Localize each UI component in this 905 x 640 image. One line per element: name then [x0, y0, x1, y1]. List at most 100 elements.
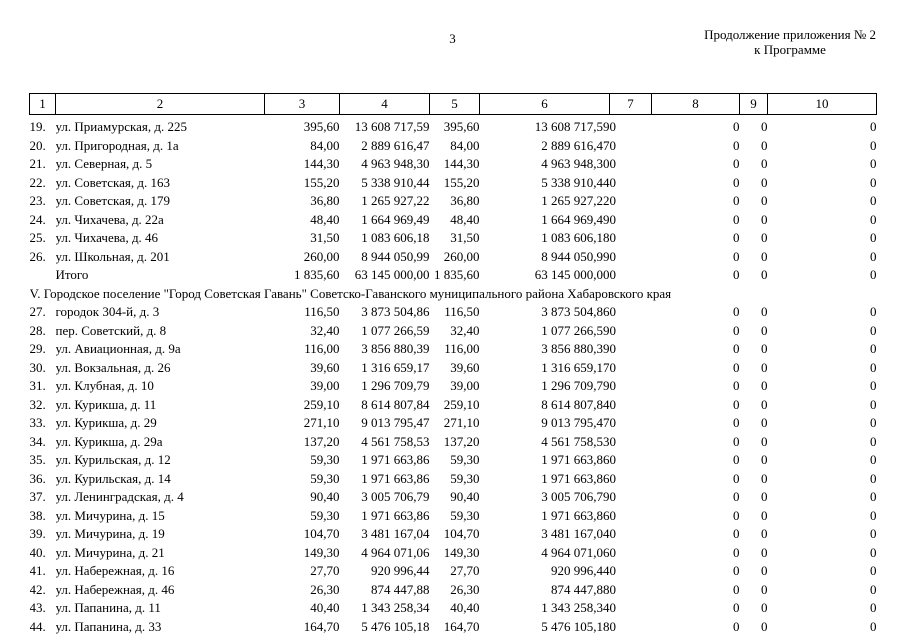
value-cell: 0 — [761, 396, 768, 412]
value-cell: 8 614 807,84 — [361, 396, 430, 412]
row-number-cell: 31. — [29, 378, 46, 393]
value-cell: 155,20 — [443, 174, 480, 190]
value-cell: 5 476 105,18 — [361, 618, 430, 634]
value-cell: 0 — [609, 489, 617, 504]
value-cell: 0 — [870, 563, 877, 578]
value-cell: 0 — [761, 359, 768, 375]
value-cell: 0 — [870, 470, 877, 486]
column-header-3: 3 — [264, 93, 340, 115]
value-cell: 0 — [609, 452, 617, 467]
value-cell: 0 — [609, 526, 617, 541]
table-header-row: 1 2 3 4 5 6 7 8 9 10 — [29, 93, 877, 115]
value-cell: 0 — [761, 304, 768, 319]
address-cell: Итого — [55, 267, 89, 282]
row-number-cell: 20. — [29, 137, 46, 153]
value-cell: 0 — [733, 563, 740, 578]
value-cell: 0 — [870, 507, 877, 523]
value-cell: 8 944 050,99 — [361, 248, 430, 264]
table-row: 34. ул. Курикша, д. 29а 137,20 4 561 758,53… — [30, 433, 877, 452]
value-cell: 1 083 606,18 — [541, 230, 610, 245]
address-cell: ул. Мичурина, д. 15 — [55, 507, 165, 523]
column-header-10: 10 — [767, 93, 877, 115]
value-cell: 1 296 709,79 — [361, 378, 430, 393]
value-cell: 0 — [609, 211, 617, 227]
row-number-cell: 24. — [29, 211, 46, 227]
value-cell: 0 — [761, 248, 768, 264]
value-cell: 63 145 000,00 — [354, 267, 430, 282]
value-cell: 137,20 — [303, 433, 340, 449]
row-number-cell: 21. — [29, 156, 46, 171]
table-row: 44. ул. Папанина, д. 33 164,70 5 476 105,18… — [30, 618, 877, 637]
value-cell: 4 964 071,06 — [541, 544, 610, 560]
value-cell: 149,30 — [303, 544, 340, 560]
value-cell: 5 338 910,44 — [361, 174, 430, 190]
value-cell: 0 — [733, 378, 740, 393]
value-cell: 260,00 — [303, 248, 340, 264]
column-header-5: 5 — [429, 93, 480, 115]
table-row: 27. городок 304-й, д. 3 116,50 3 873 504,86… — [30, 303, 877, 322]
value-cell: 920 996,44 — [551, 563, 610, 578]
value-cell: 0 — [733, 470, 740, 486]
value-cell: 1 971 663,86 — [541, 470, 610, 486]
value-cell: 59,30 — [310, 452, 340, 467]
value-cell: 0 — [609, 378, 617, 393]
value-cell: 1 835,60 — [294, 267, 340, 282]
value-cell: 3 481 167,04 — [361, 526, 430, 541]
page-number: 3 — [449, 31, 456, 46]
value-cell: 4 561 758,53 — [361, 433, 430, 449]
value-cell: 874 447,88 — [551, 581, 610, 597]
value-cell: 0 — [733, 211, 740, 227]
value-cell: 5 338 910,44 — [541, 174, 610, 190]
value-cell: 26,30 — [310, 581, 340, 597]
value-cell: 259,10 — [443, 396, 480, 412]
value-cell: 0 — [870, 600, 877, 615]
address-cell: ул. Курикша, д. 29 — [55, 415, 157, 430]
value-cell: 0 — [761, 341, 768, 356]
value-cell: 3 481 167,04 — [541, 526, 610, 541]
value-cell: 36,80 — [450, 193, 480, 208]
value-cell: 0 — [609, 193, 617, 208]
value-cell: 3 856 880,39 — [541, 341, 610, 356]
value-cell: 1 971 663,86 — [541, 507, 610, 523]
row-number-cell: 44. — [29, 618, 46, 634]
continuation-line-1: Продолжение приложения № 2 — [704, 27, 876, 42]
value-cell: 0 — [870, 137, 877, 153]
table-row: 29. ул. Авиационная, д. 9а 116,00 3 856 880… — [30, 340, 877, 359]
value-cell: 0 — [733, 452, 740, 467]
table-row: 43. ул. Папанина, д. 11 40,40 1 343 258,34 4… — [30, 599, 877, 618]
table-row: 36. ул. Курильская, д. 14 59,30 1 971 663,8… — [30, 470, 877, 489]
address-cell: ул. Папанина, д. 11 — [55, 600, 161, 615]
value-cell: 3 873 504,86 — [361, 304, 430, 319]
address-cell: ул. Советская, д. 179 — [55, 193, 171, 208]
value-cell: 1 343 258,34 — [361, 600, 430, 615]
value-cell: 0 — [609, 433, 617, 449]
value-cell: 116,00 — [304, 341, 340, 356]
column-header-4: 4 — [339, 93, 430, 115]
address-cell: ул. Папанина, д. 33 — [55, 618, 162, 634]
table-row: 32. ул. Курикша, д. 11 259,10 8 614 807,84 2… — [30, 396, 877, 415]
value-cell: 137,20 — [443, 433, 480, 449]
value-cell: 0 — [870, 581, 877, 597]
column-header-8: 8 — [651, 93, 740, 115]
value-cell: 90,40 — [450, 489, 480, 504]
address-cell: ул. Школьная, д. 201 — [55, 248, 170, 264]
value-cell: 0 — [609, 618, 617, 634]
address-cell: пер. Советский, д. 8 — [55, 322, 167, 338]
row-number-cell — [30, 266, 56, 285]
table-row: 33. ул. Курикша, д. 29 271,10 9 013 795,47 2… — [30, 414, 877, 433]
value-cell: 0 — [870, 322, 877, 338]
value-cell: 1 296 709,79 — [541, 378, 610, 393]
address-cell: ул. Чихачева, д. 46 — [55, 230, 159, 245]
table-row: 41. ул. Набережная, д. 16 27,70 920 996,44 2… — [30, 562, 877, 581]
value-cell: 40,40 — [450, 600, 480, 615]
value-cell: 0 — [870, 230, 877, 245]
value-cell: 0 — [609, 544, 617, 560]
value-cell: 13 608 717,59 — [354, 119, 430, 134]
value-cell: 1 971 663,86 — [541, 452, 610, 467]
value-cell: 0 — [870, 193, 877, 208]
value-cell: 1 835,60 — [434, 267, 480, 282]
value-cell: 0 — [733, 581, 740, 597]
value-cell: 1 971 663,86 — [361, 507, 430, 523]
value-cell: 0 — [733, 322, 740, 338]
value-cell: 0 — [609, 174, 617, 190]
